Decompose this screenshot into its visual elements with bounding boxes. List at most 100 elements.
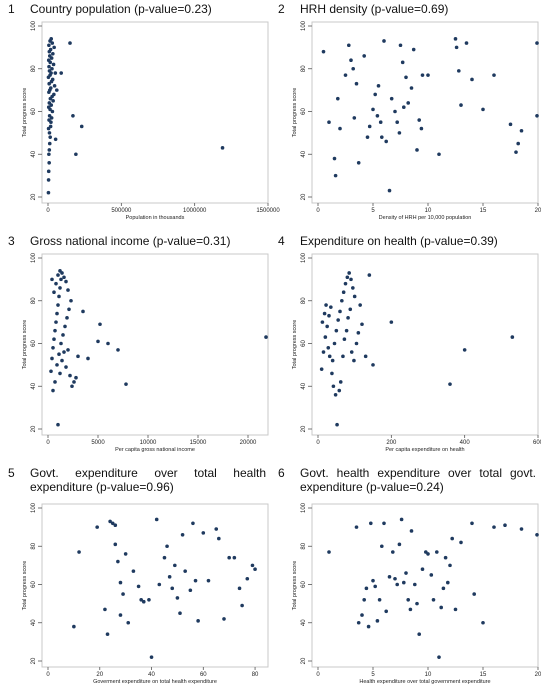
data-point: [47, 118, 51, 122]
data-point: [170, 586, 175, 591]
y-tick-label: 100: [301, 502, 307, 513]
x-axis-label: Population in thousands: [126, 215, 185, 221]
x-tick-label: 1500000: [256, 208, 280, 214]
chart-number: 4: [278, 234, 285, 248]
x-tick-label: 0: [46, 440, 50, 446]
data-point: [397, 542, 402, 547]
y-tick-label: 60: [31, 340, 37, 347]
data-point: [47, 152, 51, 157]
chart-panel-6: 6 Govt. health expenditure over total gov…: [270, 464, 541, 696]
x-tick-label: 40: [148, 672, 155, 678]
x-tick-label: 0: [316, 672, 320, 678]
data-point: [429, 573, 434, 577]
data-point: [105, 632, 110, 637]
data-point: [437, 152, 441, 157]
data-point: [59, 277, 63, 282]
data-point: [77, 550, 81, 554]
data-point: [459, 540, 463, 545]
data-point: [48, 135, 52, 139]
data-point: [56, 422, 60, 427]
data-point: [338, 126, 342, 131]
data-point: [64, 365, 68, 369]
data-point: [343, 73, 348, 77]
data-point: [371, 363, 375, 367]
data-point: [360, 322, 364, 327]
data-point: [448, 382, 452, 386]
data-point: [47, 54, 52, 58]
data-point: [391, 550, 395, 554]
data-point: [448, 563, 452, 568]
y-tick-label: 100: [31, 502, 37, 513]
data-point: [437, 655, 441, 659]
chart-panel-4: 4 Expenditure on health (p-value=0.39) 20 4…: [270, 232, 541, 464]
data-point: [222, 617, 226, 621]
x-tick-label: 15000: [190, 440, 207, 446]
data-point: [47, 131, 52, 135]
y-tick-label: 20: [301, 425, 307, 432]
data-point: [196, 619, 200, 623]
x-tick-label: 500000: [111, 208, 132, 214]
y-tick-label: 80: [301, 542, 307, 549]
data-point: [337, 388, 342, 393]
data-point: [481, 620, 485, 625]
data-point: [237, 586, 242, 591]
data-point: [86, 356, 90, 361]
data-point: [57, 352, 61, 356]
data-point: [341, 354, 345, 359]
y-tick-label: 80: [31, 297, 37, 304]
data-point: [481, 107, 485, 112]
data-point: [55, 311, 59, 316]
data-point: [250, 563, 255, 568]
data-point: [72, 380, 76, 384]
data-point: [139, 598, 143, 602]
y-axis-label: Total progress score: [22, 320, 28, 370]
data-point: [95, 525, 99, 529]
data-point: [74, 375, 78, 380]
data-point: [338, 380, 343, 384]
data-point: [415, 601, 419, 606]
data-point: [492, 73, 496, 77]
data-point: [70, 384, 74, 389]
data-point: [349, 350, 354, 354]
data-point: [404, 75, 408, 80]
data-point: [48, 86, 53, 90]
y-tick-label: 80: [301, 297, 307, 304]
y-tick-label: 60: [31, 108, 37, 115]
x-tick-label: 60: [200, 672, 207, 678]
data-point: [55, 88, 59, 92]
y-tick-label: 40: [31, 382, 37, 389]
x-tick-label: 10000: [140, 440, 157, 446]
data-point: [52, 337, 56, 342]
x-tick-label: 600: [533, 440, 541, 446]
x-tick-label: 5: [371, 208, 375, 214]
data-point: [340, 298, 344, 303]
data-point: [356, 331, 361, 335]
data-point: [48, 47, 53, 52]
y-tick-label: 20: [31, 657, 37, 664]
data-point: [382, 521, 386, 526]
data-point: [453, 607, 458, 612]
data-point: [333, 173, 338, 178]
plot-area: [311, 503, 539, 668]
data-point: [324, 303, 328, 307]
chart-number: 2: [278, 2, 285, 16]
data-point: [470, 521, 474, 526]
data-point: [338, 309, 342, 314]
data-point: [47, 69, 52, 73]
y-axis-label: Total progress score: [292, 320, 298, 370]
chart-title: Govt. expenditure over total health expe…: [30, 466, 266, 494]
scatter-plot: 20 40 60 80 100 0 200 400 600 Per capita expendit…: [292, 252, 541, 453]
data-point: [336, 96, 340, 101]
data-point: [406, 598, 410, 602]
data-point: [375, 619, 380, 623]
data-point: [365, 135, 370, 139]
data-point: [378, 120, 383, 124]
x-tick-label: 200: [386, 440, 397, 446]
data-point: [46, 169, 51, 174]
data-point: [96, 339, 100, 344]
y-axis-label: Total progress score: [292, 561, 298, 611]
data-point: [62, 275, 66, 280]
data-point: [68, 373, 72, 378]
data-point: [344, 328, 349, 333]
data-point: [454, 45, 459, 50]
